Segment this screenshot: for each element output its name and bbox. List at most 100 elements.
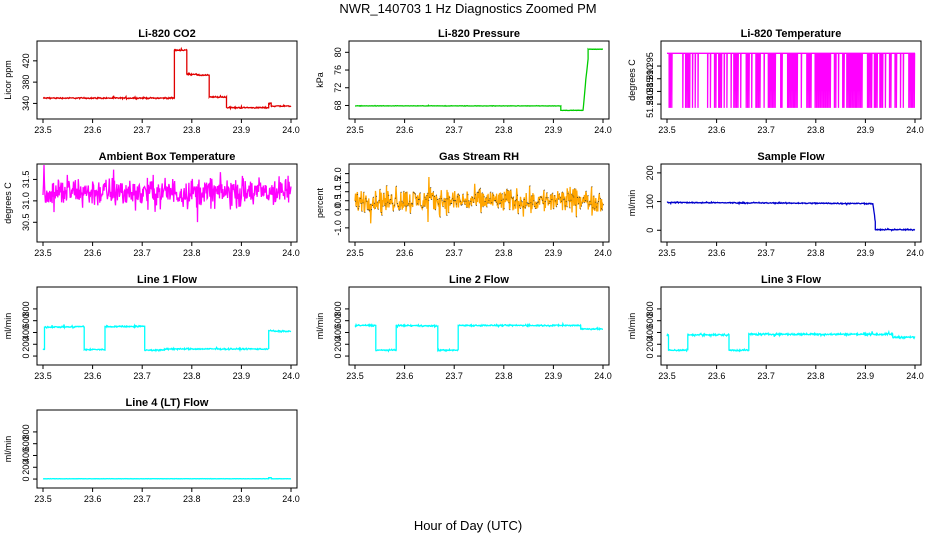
- x-tick-label: 23.7: [133, 248, 151, 258]
- x-tick-label: 23.9: [545, 125, 563, 135]
- plot-frame: [348, 40, 610, 120]
- series-line-sample-flow: [666, 200, 916, 232]
- x-tick-label: 23.8: [495, 371, 513, 381]
- series-line-li-820-co2: [42, 46, 292, 111]
- y-tick-label: 420: [21, 53, 31, 68]
- plot-frame: [36, 163, 298, 243]
- y-tick-label: 200: [21, 460, 31, 475]
- x-tick-label: 23.8: [807, 125, 825, 135]
- y-tick-label: 400: [333, 325, 343, 340]
- x-tick-label: 23.9: [233, 494, 251, 504]
- x-tick-label: 23.5: [658, 125, 676, 135]
- y-axis-label: ml/min: [627, 313, 637, 340]
- y-tick-label: 400: [21, 448, 31, 463]
- y-tick-label: 0: [645, 354, 655, 359]
- x-tick-label: 23.8: [183, 371, 201, 381]
- x-tick-label: 23.6: [708, 125, 726, 135]
- x-tick-label: 23.7: [133, 494, 151, 504]
- y-tick-label: 31.5: [21, 171, 31, 189]
- x-tick-label: 23.9: [857, 125, 875, 135]
- y-tick-label: 380: [21, 75, 31, 90]
- x-tick-label: 24.0: [594, 371, 612, 381]
- x-tick-label: 23.8: [495, 248, 513, 258]
- y-tick-label: 600: [333, 313, 343, 328]
- x-tick-label: 23.7: [445, 371, 463, 381]
- figure-title: NWR_140703 1 Hz Diagnostics Zoomed PM: [339, 1, 597, 16]
- y-tick-label: 200: [333, 337, 343, 352]
- y-tick-label: 400: [645, 325, 655, 340]
- x-tick-label: 23.9: [233, 371, 251, 381]
- series-line-line-2-flow: [354, 321, 603, 353]
- x-tick-label: 23.7: [757, 371, 775, 381]
- y-tick-label: 100: [645, 194, 655, 209]
- y-axis-label: ml/min: [3, 313, 13, 340]
- y-tick-label: 1.5: [333, 176, 343, 189]
- x-tick-label: 23.5: [346, 371, 364, 381]
- y-axis-label: degrees C: [3, 182, 13, 224]
- y-tick-label: 30.5: [21, 214, 31, 232]
- y-tick-label: 340: [21, 96, 31, 111]
- y-tick-label: 600: [21, 436, 31, 451]
- plot-frame: [348, 163, 610, 243]
- x-tick-label: 23.7: [445, 125, 463, 135]
- panel-title: Line 4 (LT) Flow: [126, 397, 209, 409]
- panel-title: Line 2 Flow: [449, 274, 509, 286]
- x-tick-label: 23.6: [708, 248, 726, 258]
- y-tick-label: -1.0: [333, 220, 343, 236]
- x-tick-label: 23.5: [346, 125, 364, 135]
- panel-li-820-co2: Li-820 CO2 Licor ppm 23.5 23.6 23.7 23.8 23.9 2…: [3, 28, 300, 135]
- y-tick-label: 72: [333, 83, 343, 93]
- y-tick-label: 2.0: [333, 167, 343, 180]
- y-tick-label: 800: [333, 301, 343, 316]
- y-tick-label: 200: [645, 165, 655, 180]
- x-tick-label: 23.8: [807, 371, 825, 381]
- x-tick-label: 24.0: [282, 494, 300, 504]
- y-tick-label: 0.0: [333, 204, 343, 217]
- x-tick-label: 23.6: [84, 494, 102, 504]
- y-tick-label: 800: [645, 301, 655, 316]
- series-line-line-1-flow: [42, 323, 292, 353]
- x-tick-label: 24.0: [282, 248, 300, 258]
- y-tick-label: 600: [21, 313, 31, 328]
- series-line-line-3-flow: [666, 329, 916, 353]
- x-tick-label: 23.9: [233, 125, 251, 135]
- panel-title: Li-820 Temperature: [741, 28, 842, 40]
- x-tick-label: 23.9: [857, 371, 875, 381]
- x-tick-label: 23.7: [757, 125, 775, 135]
- x-tick-label: 23.7: [133, 371, 151, 381]
- panel-title: Ambient Box Temperature: [99, 151, 236, 163]
- plot-frame: [660, 286, 922, 366]
- y-axis-label: ml/min: [3, 436, 13, 463]
- y-tick-label: 51.280: [645, 90, 655, 118]
- figure-x-axis-label: Hour of Day (UTC): [413, 518, 523, 533]
- y-tick-label: 400: [21, 325, 31, 340]
- x-tick-label: 24.0: [282, 371, 300, 381]
- x-tick-label: 23.6: [84, 371, 102, 381]
- x-tick-label: 23.5: [658, 371, 676, 381]
- panel-title: Line 1 Flow: [137, 274, 197, 286]
- y-axis-label: kPa: [315, 72, 325, 88]
- y-tick-label: 68: [333, 100, 343, 110]
- x-tick-label: 24.0: [282, 125, 300, 135]
- series-line-line-4-lt-flow: [42, 476, 292, 480]
- y-axis-label: degrees C: [627, 59, 637, 101]
- x-tick-label: 23.6: [396, 125, 414, 135]
- panel-line-3-flow: Line 3 Flow ml/min 23.5 23.6 23.7 23.8 23.9 24.…: [627, 274, 924, 381]
- x-tick-label: 23.9: [545, 371, 563, 381]
- plot-frame: [348, 286, 610, 366]
- panel-title: Li-820 CO2: [138, 28, 195, 40]
- x-tick-label: 23.8: [495, 125, 513, 135]
- panel-line-1-flow: Line 1 Flow ml/min 23.5 23.6 23.7 23.8 23.9 24.…: [3, 274, 300, 381]
- y-tick-label: 0.5: [333, 194, 343, 207]
- x-tick-label: 24.0: [594, 248, 612, 258]
- series-line-ambient-box-temperature: [42, 165, 292, 223]
- x-tick-label: 23.8: [183, 494, 201, 504]
- y-axis-label: Licor ppm: [3, 60, 13, 100]
- x-tick-label: 23.7: [133, 125, 151, 135]
- y-tick-label: 80: [333, 47, 343, 57]
- y-tick-label: 76: [333, 65, 343, 75]
- series-line-li-820-temperature: [667, 52, 916, 108]
- y-tick-label: 0: [21, 354, 31, 359]
